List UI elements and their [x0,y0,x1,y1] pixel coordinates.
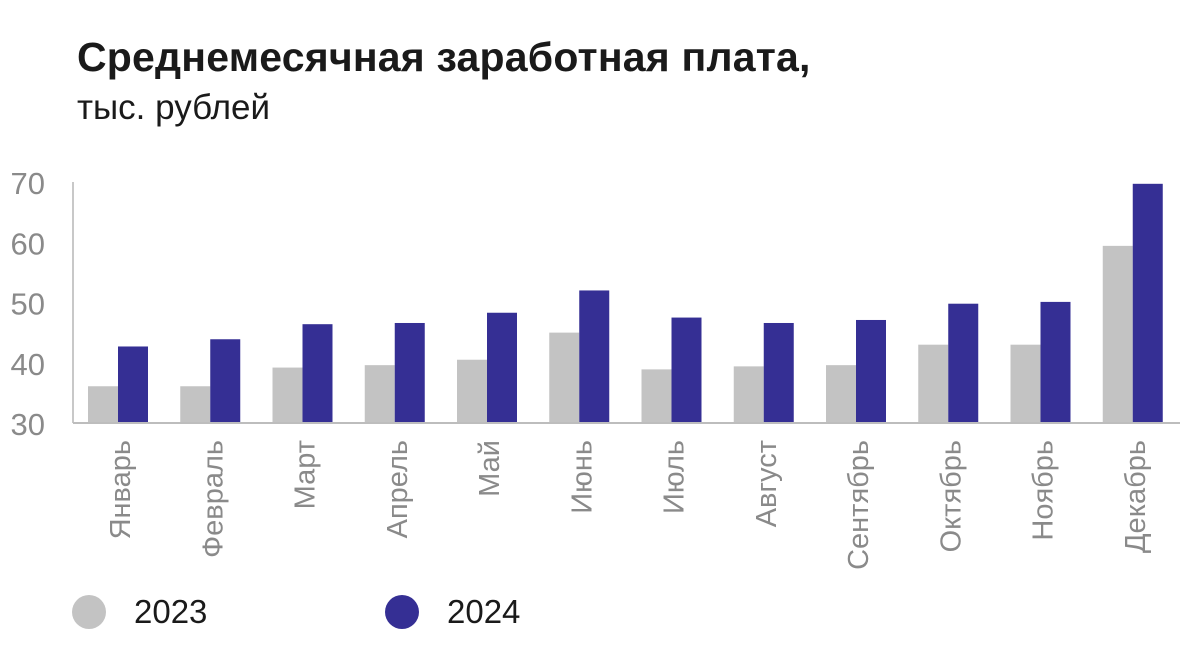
x-tick-label: Апрель [382,440,414,538]
x-tick-label: Сентябрь [843,440,875,570]
x-tick-label: Март [290,440,322,509]
bar-2024 [856,319,886,423]
legend-item-2023: 2023 [72,590,207,634]
bar-2023 [180,386,211,423]
bar-2024 [948,303,979,423]
x-tick-label: Июль [659,440,691,514]
bar-chart: 30 40 50 60 70 Январь Февраль Март Апрель Май Июнь… [11,166,1180,570]
bar-2024 [210,339,241,423]
bar-2024 [1040,301,1071,423]
x-tick-label: Август [751,440,783,527]
x-tick-label: Январь [105,440,137,539]
bar-2023 [1010,344,1041,423]
bar-2023 [641,369,672,423]
bar-2024 [763,322,794,423]
bar-2024 [1132,183,1163,423]
bar-2024 [487,312,517,423]
x-tick-label: Июнь [566,440,598,514]
bar-2024 [302,324,333,423]
x-tick-label: Декабрь [1120,440,1152,553]
x-tick-label: Ноябрь [1028,440,1060,541]
bar-2023 [88,386,118,423]
chart-title: Среднемесячная заработная плата, [77,34,811,80]
legend-label-2023: 2023 [134,593,208,630]
chart-subtitle: тыс. рублей [77,88,271,127]
bar-2023 [918,344,949,423]
bar-2023 [364,365,395,423]
y-tick-label: 60 [11,226,45,261]
bar-2023 [1102,245,1133,423]
bar-2024 [579,290,610,423]
bar-2024 [118,346,148,423]
legend-item-2024: 2024 [385,590,520,634]
bar-2023 [457,359,487,423]
bar-2023 [272,367,303,423]
bar-2023 [826,365,856,423]
bar-2023 [549,332,580,423]
x-tick-label: Февраль [197,440,229,558]
x-tick-label: Май [474,440,506,497]
y-tick-label: 30 [11,407,45,442]
y-tick-label: 70 [11,166,45,201]
legend-label-2024: 2024 [447,593,521,630]
x-tick-label: Октябрь [935,440,967,552]
y-tick-label: 40 [11,347,45,382]
legend-swatch-2024 [385,595,419,629]
bar-2024 [671,317,702,423]
bar-2024 [394,322,425,423]
legend-swatch-2023 [72,595,106,629]
bar-2023 [733,366,764,423]
y-tick-label: 50 [11,287,45,322]
